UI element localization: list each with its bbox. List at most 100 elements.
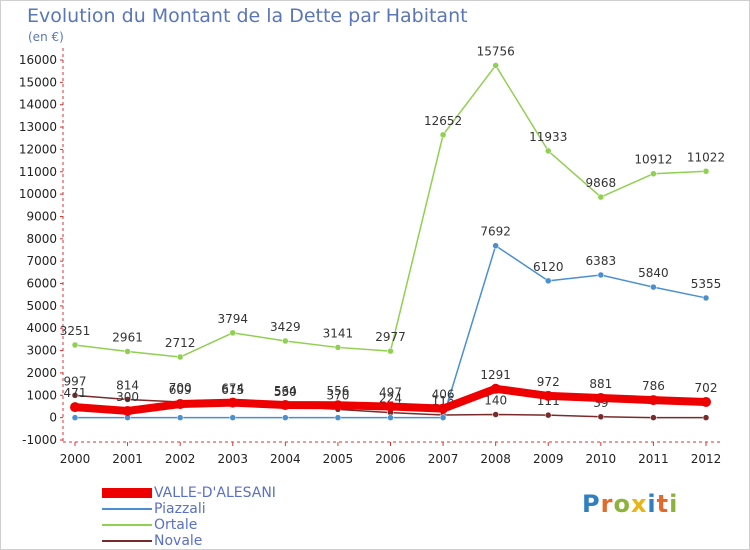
data-point-valle-d-alesani <box>332 400 343 411</box>
data-label-valle-d-alesani: 609 <box>169 383 192 397</box>
data-label-valle-d-alesani: 406 <box>432 388 455 402</box>
data-point-novale <box>702 414 710 421</box>
data-label-novale: 224 <box>379 392 402 406</box>
series-line-ortale <box>74 64 707 358</box>
data-label-piazzali: 5355 <box>691 277 722 291</box>
legend-item-piazzali: Piazzali <box>102 501 362 517</box>
data-point-piazzali <box>439 414 447 421</box>
y-tick-label: 10000 <box>19 187 57 201</box>
logo-letter: r <box>600 490 614 518</box>
data-point-piazzali <box>282 414 289 421</box>
data-label-ortale: 2712 <box>165 336 196 350</box>
legend: VALLE-D'ALESANI Piazzali Ortale Novale <box>102 485 362 549</box>
data-label-piazzali: 6383 <box>586 254 617 268</box>
y-tick-label: 13000 <box>19 120 57 134</box>
data-label-ortale: 11022 <box>687 150 725 164</box>
legend-label-ortale: Ortale <box>154 517 198 533</box>
legend-item-valle-d-alesani: VALLE-D'ALESANI <box>102 485 362 501</box>
data-label-valle-d-alesani: 881 <box>589 377 612 391</box>
data-point-ortale <box>650 170 657 177</box>
x-tick-label: 2005 <box>323 452 354 466</box>
y-tick-label: 9000 <box>26 209 57 223</box>
data-label-valle-d-alesani: 300 <box>116 390 139 404</box>
logo-letter: i <box>647 490 657 518</box>
data-point-piazzali <box>229 414 236 421</box>
data-label-valle-d-alesani: 556 <box>326 384 349 398</box>
data-point-novale <box>124 396 131 403</box>
data-point-ortale <box>124 348 131 355</box>
x-tick-label: 2000 <box>60 452 91 466</box>
data-point-valle-d-alesani <box>175 399 186 410</box>
legend-swatch-valle-d-alesani <box>102 488 152 498</box>
data-label-valle-d-alesani: 972 <box>537 375 560 389</box>
data-label-valle-d-alesani: 471 <box>64 386 87 400</box>
x-tick-label: 2006 <box>375 452 406 466</box>
data-point-ortale <box>176 353 184 361</box>
y-tick-label: -1000 <box>22 433 57 447</box>
proxiti-logo: Proxiti <box>582 490 678 518</box>
data-label-ortale: 3141 <box>323 326 354 340</box>
data-label-ortale: 2961 <box>112 330 143 344</box>
chart-subtitle: (en €) <box>28 30 64 44</box>
data-label-ortale: 12652 <box>424 114 462 128</box>
logo-letter: P <box>582 490 601 518</box>
data-label-valle-d-alesani: 674 <box>221 382 244 396</box>
data-label-piazzali: 5840 <box>638 266 669 280</box>
data-point-piazzali <box>597 271 605 279</box>
legend-label-piazzali: Piazzali <box>154 501 206 517</box>
y-tick-label: 0 <box>49 411 57 425</box>
data-point-ortale <box>545 147 552 155</box>
data-point-ortale <box>492 62 499 69</box>
data-point-piazzali <box>334 414 342 421</box>
y-tick-label: 8000 <box>26 232 57 246</box>
legend-label-novale: Novale <box>154 533 203 549</box>
x-tick-label: 2001 <box>112 452 143 466</box>
data-point-ortale <box>597 193 605 201</box>
data-point-valle-d-alesani <box>595 392 606 403</box>
data-point-valle-d-alesani <box>490 383 501 394</box>
data-point-valle-d-alesani <box>122 405 133 416</box>
data-label-valle-d-alesani: 702 <box>695 381 718 395</box>
x-tick-label: 2012 <box>691 452 722 466</box>
y-tick-label: 14000 <box>19 98 57 112</box>
logo-letter: x <box>630 490 648 518</box>
x-tick-label: 2003 <box>217 452 248 466</box>
data-label-novale: 530 <box>274 385 297 399</box>
x-tick-label: 2004 <box>270 452 301 466</box>
data-point-valle-d-alesani <box>385 401 396 412</box>
data-label-novale: 814 <box>116 378 139 392</box>
y-tick-label: 15000 <box>19 75 57 89</box>
data-point-piazzali <box>492 242 499 249</box>
data-label-ortale: 15756 <box>477 44 515 58</box>
data-point-valle-d-alesani <box>438 403 449 414</box>
data-point-valle-d-alesani <box>70 402 80 413</box>
data-label-ortale: 3429 <box>270 320 301 334</box>
data-point-novale <box>597 413 605 421</box>
data-point-piazzali <box>702 294 710 302</box>
data-point-valle-d-alesani <box>227 397 238 408</box>
data-label-valle-d-alesani: 564 <box>274 384 297 398</box>
data-point-ortale <box>229 329 236 337</box>
x-tick-label: 2011 <box>638 452 669 466</box>
y-tick-label: 7000 <box>26 254 57 268</box>
data-label-valle-d-alesani: 497 <box>379 386 402 400</box>
x-tick-label: 2010 <box>586 452 617 466</box>
data-label-ortale: 3794 <box>217 312 248 326</box>
logo-letter: i <box>669 490 679 518</box>
data-label-novale: 700 <box>169 381 192 395</box>
y-tick-label: 5000 <box>26 299 57 313</box>
data-point-valle-d-alesani <box>701 396 711 407</box>
data-point-piazzali <box>387 414 394 421</box>
data-label-valle-d-alesani: 1291 <box>480 368 511 382</box>
legend-swatch-novale <box>102 540 152 542</box>
y-tick-label: 4000 <box>26 321 57 335</box>
logo-letter: o <box>613 490 631 518</box>
data-label-ortale: 10912 <box>634 153 672 167</box>
data-label-piazzali: 7692 <box>480 225 511 239</box>
data-label-ortale: 9868 <box>586 176 617 190</box>
data-point-valle-d-alesani <box>543 390 554 401</box>
data-label-novale: 140 <box>484 394 507 408</box>
y-tick-label: 11000 <box>19 165 57 179</box>
